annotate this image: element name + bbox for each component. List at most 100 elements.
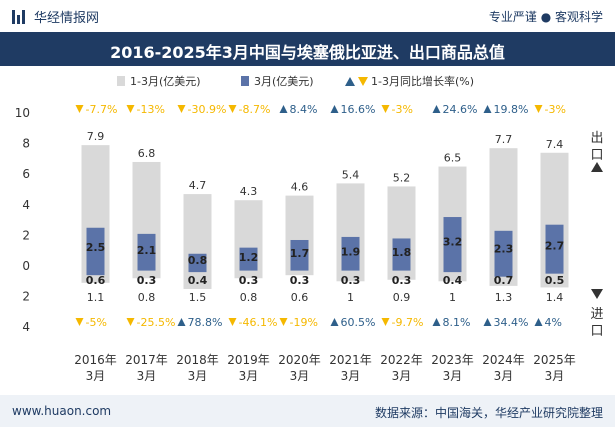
x-tick-label-year: 2016年	[74, 353, 117, 367]
label-export-cumulative: 6.8	[138, 147, 156, 160]
bar-import-march	[494, 266, 513, 277]
label-import-march: 0.4	[443, 274, 463, 287]
export-growth-down-icon	[534, 105, 543, 113]
label-export-cumulative: 4.6	[291, 181, 309, 194]
x-tick-label-year: 2023年	[431, 353, 474, 367]
growth-rates: -7.7% -13% -30.9% -8.7% 8.4% 16.6% -3% 24.6% 19.…	[75, 103, 566, 329]
import-growth-down-icon	[381, 318, 390, 326]
y-tick-label: 8	[22, 137, 30, 151]
import-growth-down-icon	[126, 318, 135, 326]
import-growth-label: 8.1%	[443, 316, 471, 329]
bar-export-march	[239, 247, 258, 266]
label-import-cumulative: 0.6	[291, 291, 309, 304]
legend-swatch-march	[241, 76, 249, 86]
label-import-march: 0.3	[137, 274, 157, 287]
label-import-cumulative: 0.8	[138, 291, 156, 304]
export-growth-label: -8.7%	[239, 103, 271, 116]
export-growth-label: -3%	[392, 103, 413, 116]
export-arrow-up-icon	[591, 162, 603, 172]
x-tick-label-year: 2019年	[227, 353, 270, 367]
export-growth-label: 8.4%	[290, 103, 318, 116]
export-growth-label: -3%	[545, 103, 566, 116]
label-export-march: 2.5	[86, 241, 106, 254]
import-growth-label: -19%	[290, 316, 318, 329]
export-growth-up-icon	[279, 105, 288, 113]
bar-import-march	[392, 266, 411, 271]
label-import-march: 0.7	[494, 274, 514, 287]
side-label-export-char1: 出	[590, 131, 603, 146]
y-tick-label: 2	[22, 290, 30, 304]
label-import-march: 0.3	[239, 274, 259, 287]
label-export-cumulative: 7.7	[495, 133, 513, 146]
side-label-export-char2: 口	[590, 148, 603, 163]
label-export-cumulative: 5.4	[342, 168, 360, 181]
label-import-cumulative: 1.1	[87, 291, 105, 304]
label-export-cumulative: 5.2	[393, 171, 411, 184]
bar-export-march	[494, 230, 513, 266]
brand-logo-icon	[12, 9, 26, 24]
label-import-cumulative: 0.8	[240, 291, 258, 304]
tagline: 专业严谨 ● 客观科学	[488, 10, 603, 24]
bar-export-march	[341, 236, 360, 266]
y-tick-label: 0	[22, 259, 30, 273]
x-tick-label-month: 3月	[443, 369, 463, 383]
y-tick-label: 10	[15, 106, 30, 120]
import-growth-up-icon	[330, 318, 339, 326]
legend-label-cumulative: 1-3月(亿美元)	[130, 75, 201, 88]
import-growth-label: -5%	[86, 316, 107, 329]
import-growth-up-icon	[177, 318, 186, 326]
label-import-march: 0.6	[86, 274, 106, 287]
brand-name: 华经情报网	[34, 11, 100, 26]
x-tick-label-year: 2018年	[176, 353, 219, 367]
import-arrow-down-icon	[591, 289, 603, 299]
label-export-cumulative: 7.4	[546, 138, 564, 151]
label-export-march: 3.2	[443, 236, 463, 249]
export-growth-up-icon	[483, 105, 492, 113]
title-bar: 2016-2025年3月中国与埃塞俄比亚进、出口商品总值	[0, 32, 615, 66]
x-tick-label-month: 3月	[392, 369, 412, 383]
y-tick-label: 2	[22, 228, 30, 242]
bar-import-march	[341, 266, 360, 271]
label-export-cumulative: 4.7	[189, 179, 207, 192]
top-bar: 华经情报网 专业严谨 ● 客观科学	[0, 0, 615, 33]
label-import-cumulative: 0.9	[393, 291, 411, 304]
import-growth-label: -9.7%	[392, 316, 424, 329]
import-growth-up-icon	[483, 318, 492, 326]
import-growth-label: -46.1%	[239, 316, 278, 329]
y-axis: 10 8 6 4 2 0 2 4	[15, 106, 30, 334]
label-export-march: 2.3	[494, 242, 514, 255]
bar-export-march	[545, 224, 564, 266]
export-growth-label: 24.6%	[443, 103, 478, 116]
import-growth-down-icon	[75, 318, 84, 326]
bar-import-march	[290, 266, 309, 271]
export-growth-up-icon	[432, 105, 441, 113]
side-label-import-char2: 口	[590, 324, 603, 339]
import-growth-label: 34.4%	[494, 316, 529, 329]
x-tick-label-month: 3月	[341, 369, 361, 383]
bar-export-march	[86, 227, 105, 266]
label-import-march: 0.5	[545, 274, 565, 287]
x-axis-labels: 2016年 3月 2017年 3月 2018年 3月 2019年 3月 2020年 3月 2021年…	[74, 353, 576, 383]
legend-label-march: 3月(亿美元)	[254, 75, 314, 88]
import-growth-label: 4%	[545, 316, 562, 329]
x-tick-label-month: 3月	[290, 369, 310, 383]
x-tick-label-year: 2020年	[278, 353, 321, 367]
label-export-march: 1.9	[341, 245, 361, 258]
export-growth-label: 19.8%	[494, 103, 529, 116]
import-growth-up-icon	[534, 318, 543, 326]
y-tick-label: 4	[22, 320, 30, 334]
footer-source: 数据来源：中国海关，华经产业研究院整理	[374, 406, 603, 420]
import-growth-label: 78.8%	[188, 316, 223, 329]
label-export-march: 1.8	[392, 246, 412, 259]
x-tick-label-year: 2017年	[125, 353, 168, 367]
x-tick-label-month: 3月	[86, 369, 106, 383]
label-import-cumulative: 1	[347, 291, 354, 304]
x-tick-label-month: 3月	[494, 369, 514, 383]
label-import-march: 0.3	[341, 274, 361, 287]
import-growth-label: -25.5%	[137, 316, 176, 329]
legend-up-triangle-icon	[345, 77, 355, 86]
footer-url[interactable]: www.huaon.com	[12, 404, 112, 418]
x-tick-label-year: 2024年	[482, 353, 525, 367]
x-tick-label-year: 2021年	[329, 353, 372, 367]
